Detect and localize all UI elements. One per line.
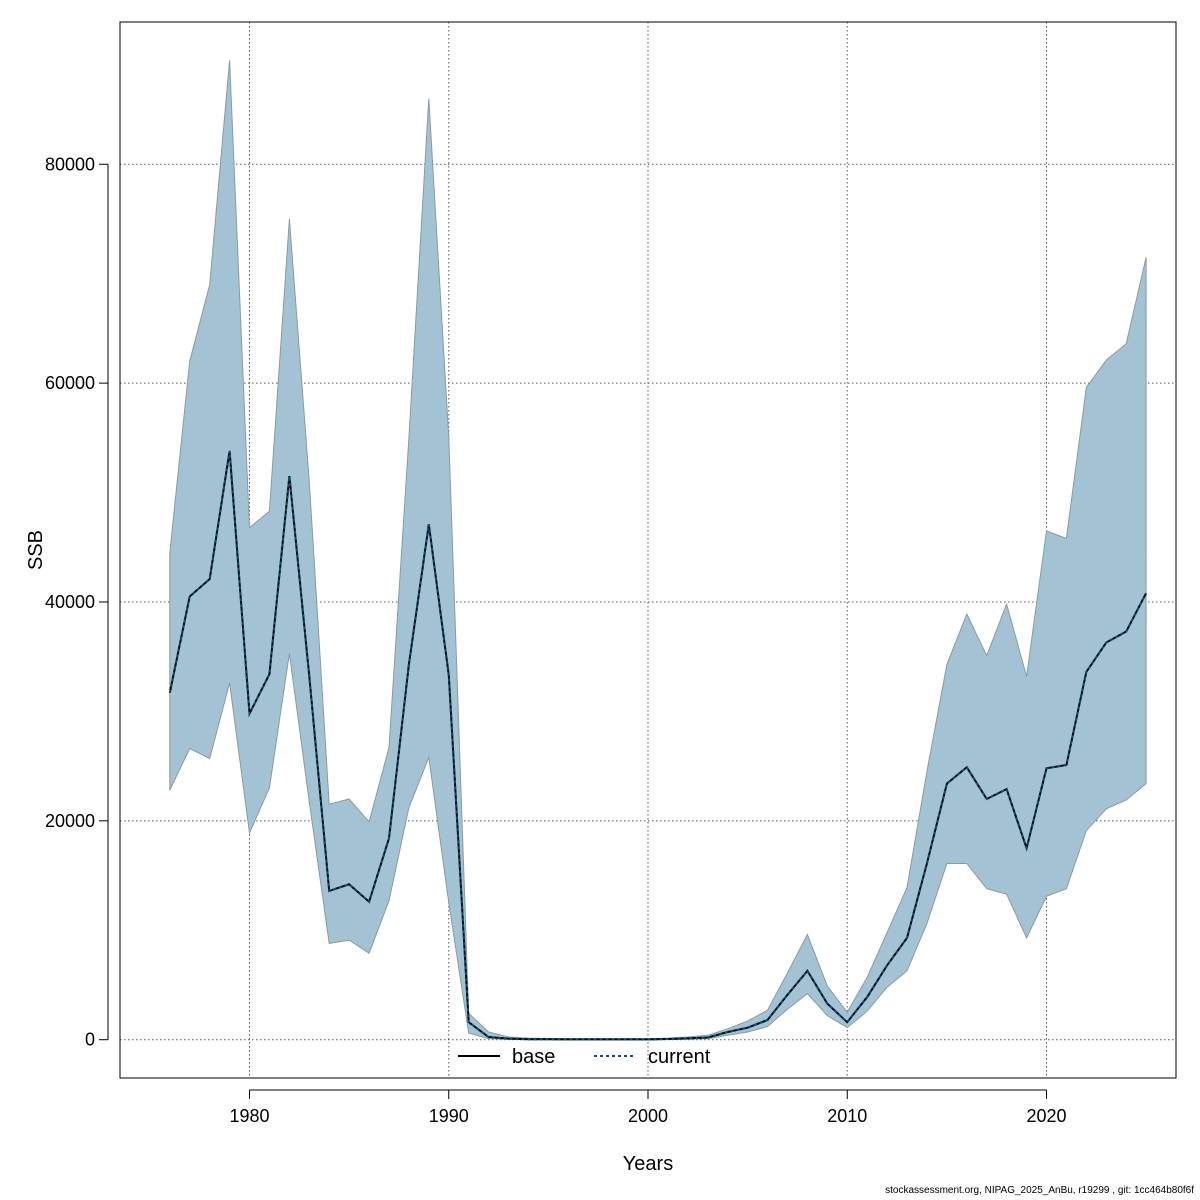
y-tick-label-0: 0	[85, 1030, 95, 1050]
x-tick-label-2010: 2010	[827, 1106, 867, 1126]
y-axis-title: SSB	[25, 530, 47, 570]
legend: base current	[458, 1046, 711, 1068]
x-axis: 1980 1990 2000 2010 2020	[229, 1089, 1067, 1126]
plot-frame	[119, 21, 1177, 1079]
footer-credit: stockassessment.org, NIPAG_2025_AnBu, r1…	[885, 1185, 1194, 1196]
y-tick-label-60000: 60000	[45, 373, 95, 393]
x-tick-label-1990: 1990	[429, 1106, 469, 1126]
y-tick-label-20000: 20000	[45, 811, 95, 831]
series-line-current	[168, 450, 1147, 1041]
y-tick-label-40000: 40000	[45, 592, 95, 612]
y-axis: 0 20000 40000 60000 80000	[45, 154, 109, 1050]
x-axis-title: Years	[623, 1153, 673, 1175]
confidence-band	[169, 60, 1147, 1041]
x-tick-label-1980: 1980	[229, 1106, 269, 1126]
x-tick-label-2020: 2020	[1026, 1106, 1066, 1126]
x-tick-label-2000: 2000	[628, 1106, 668, 1126]
legend-label-base: base	[512, 1046, 555, 1068]
y-tick-label-80000: 80000	[45, 154, 95, 174]
legend-label-current: current	[648, 1046, 711, 1068]
series-lines	[168, 450, 1147, 1041]
